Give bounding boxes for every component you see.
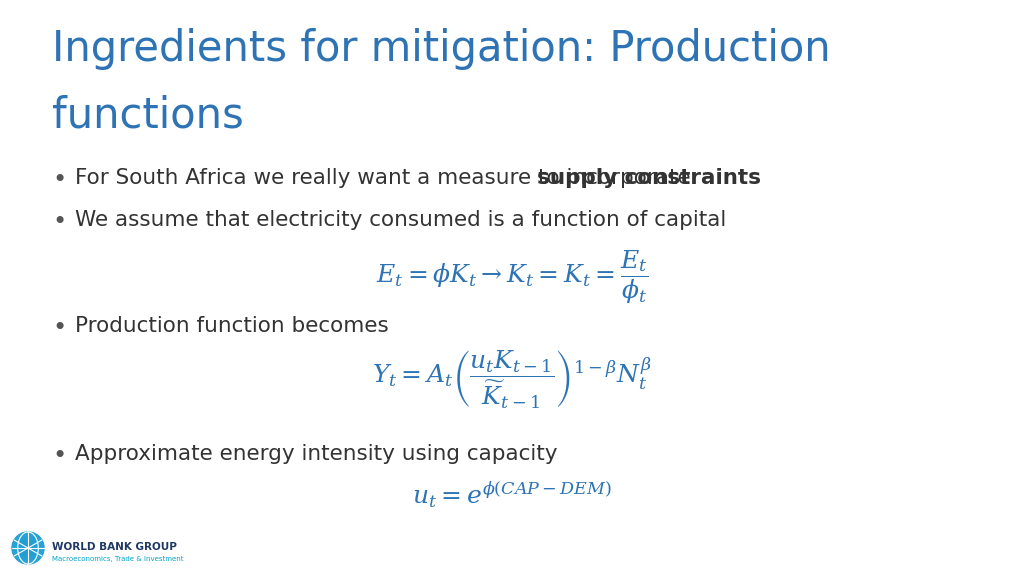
Circle shape [12,532,44,564]
Circle shape [18,538,38,558]
Text: We assume that electricity consumed is a function of capital: We assume that electricity consumed is a… [75,210,726,230]
Text: supply constraints: supply constraints [537,168,761,188]
Circle shape [14,534,42,562]
Text: Production function becomes: Production function becomes [75,316,389,336]
Circle shape [24,544,32,552]
Text: functions: functions [52,95,244,137]
Text: Approximate energy intensity using capacity: Approximate energy intensity using capac… [75,444,557,464]
Text: WORLD BANK GROUP: WORLD BANK GROUP [52,542,177,552]
Text: $Y_t = A_t \left(\dfrac{u_t K_{t-1}}{\widetilde{K}_{t-1}}\right)^{1-\beta} N_t^{: $Y_t = A_t \left(\dfrac{u_t K_{t-1}}{\wi… [372,348,652,410]
Text: •: • [52,210,67,234]
Text: $E_t = \phi K_t \rightarrow K_t = K_t = \dfrac{E_t}{\phi_t}$: $E_t = \phi K_t \rightarrow K_t = K_t = … [376,248,648,306]
Text: Ingredients for mitigation: Production: Ingredients for mitigation: Production [52,28,830,70]
Text: •: • [52,444,67,468]
Circle shape [26,546,30,550]
Text: For South Africa we really want a measure to incorporate: For South Africa we really want a measur… [75,168,697,188]
Text: Macroeconomics, Trade & Investment: Macroeconomics, Trade & Investment [52,556,183,562]
Text: •: • [52,316,67,340]
Text: •: • [52,168,67,192]
Circle shape [22,542,34,554]
Circle shape [12,532,44,564]
Text: $u_t = e^{\phi(CAP-DEM)}$: $u_t = e^{\phi(CAP-DEM)}$ [412,480,612,510]
Circle shape [16,536,40,560]
Circle shape [20,540,36,556]
